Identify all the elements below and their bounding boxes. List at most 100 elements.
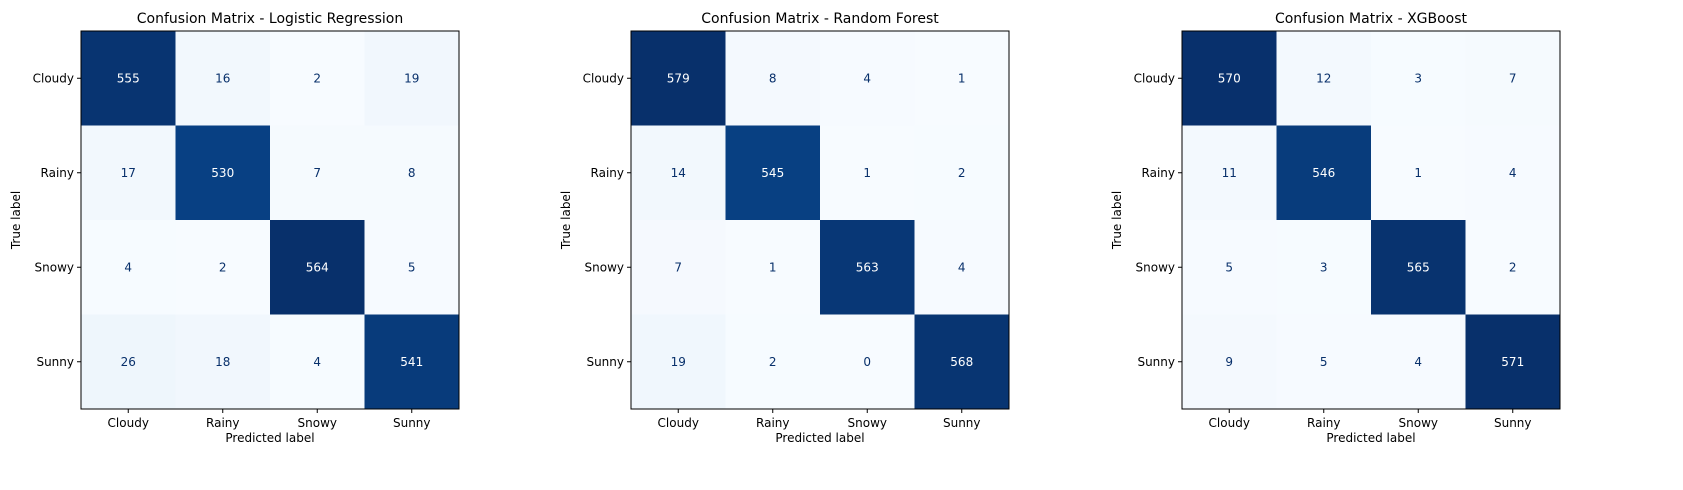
y-tick-label: Rainy <box>41 166 74 180</box>
cell-value-label: 565 <box>1407 260 1430 274</box>
heatmap-cell <box>175 314 271 410</box>
x-tick-label: Sunny <box>943 416 981 430</box>
y-tick-label: Rainy <box>1142 166 1175 180</box>
cell-value-label: 1 <box>863 166 871 180</box>
cell-value-label: 545 <box>761 166 784 180</box>
heatmap-cell <box>270 220 365 315</box>
heatmap-cell <box>1182 125 1277 221</box>
cell-value-label: 2 <box>769 355 777 369</box>
cell-value-label: 5 <box>1320 355 1328 369</box>
cell-value-label: 4 <box>1509 166 1517 180</box>
panel-random-forest: 579 8 4 1 14 545 1 2 7 1 563 4 19 2 0 568 Cloudy Rainy Sno… <box>559 11 1010 445</box>
x-tick-label: Sunny <box>393 416 431 430</box>
x-tick-label: Cloudy <box>108 416 149 430</box>
cell-value-label: 530 <box>211 166 234 180</box>
heatmap-cell <box>81 220 176 315</box>
heatmap-cell <box>270 314 365 410</box>
heatmap-cell <box>364 220 460 315</box>
heatmap-cell <box>914 125 1010 221</box>
axes-frame <box>630 30 1010 410</box>
heatmap-cell <box>1371 125 1466 221</box>
cell-value-label: 7 <box>1509 71 1517 85</box>
heatmap-cell <box>1371 220 1466 315</box>
cell-value-label: 18 <box>215 355 230 369</box>
x-tick-label: Sunny <box>1494 416 1532 430</box>
heatmap-cell <box>175 31 271 126</box>
y-tick-label: Rainy <box>591 166 624 180</box>
y-tick-label: Sunny <box>1137 355 1175 369</box>
x-tick-label: Snowy <box>1399 416 1438 430</box>
heatmap-cell <box>820 125 915 221</box>
x-tick-label: Cloudy <box>658 416 699 430</box>
heatmap-cell <box>270 31 365 126</box>
heatmap-cell <box>364 125 460 221</box>
cell-value-label: 8 <box>769 71 777 85</box>
heatmap-cell <box>725 31 821 126</box>
panel-logistic-regression: 555 16 2 19 17 530 7 8 4 2 564 5 26 18 4 541 Cloudy Rainy… <box>9 11 460 445</box>
cell-value-label: 14 <box>671 166 686 180</box>
chart-title: Confusion Matrix - XGBoost <box>1275 11 1468 27</box>
heatmap-cell <box>631 314 726 410</box>
chart-title: Confusion Matrix - Logistic Regression <box>137 11 403 27</box>
cell-value-label: 571 <box>1501 355 1524 369</box>
cell-value-label: 9 <box>1225 355 1233 369</box>
cell-value-label: 3 <box>1320 260 1328 274</box>
y-tick-label: Sunny <box>36 355 74 369</box>
heatmap-cell <box>725 125 821 221</box>
heatmap-cell <box>364 31 460 126</box>
heatmap-cell <box>1182 314 1277 410</box>
heatmap-cell <box>175 125 271 221</box>
axes-frame <box>1181 30 1561 410</box>
heatmap-cell <box>631 220 726 315</box>
heatmap-cell <box>820 31 915 126</box>
cell-value-label: 11 <box>1222 166 1237 180</box>
heatmap-cell <box>725 220 821 315</box>
cell-value-label: 5 <box>408 260 416 274</box>
cell-value-label: 19 <box>404 71 419 85</box>
cell-value-label: 2 <box>219 260 227 274</box>
heatmap-cell <box>81 314 176 410</box>
cell-value-label: 1 <box>958 71 966 85</box>
heatmap-cell <box>270 125 365 221</box>
cell-value-label: 19 <box>671 355 686 369</box>
cell-value-label: 4 <box>863 71 871 85</box>
y-tick-label: Cloudy <box>583 71 624 85</box>
cell-value-label: 4 <box>958 260 966 274</box>
x-axis-label: Predicted label <box>225 431 314 445</box>
cell-value-label: 26 <box>121 355 136 369</box>
heatmap-cell <box>631 31 726 126</box>
cell-value-label: 570 <box>1218 71 1241 85</box>
y-axis-label: True label <box>1110 191 1124 250</box>
heatmap-cell <box>81 31 176 126</box>
heatmap-cell <box>1182 220 1277 315</box>
cell-value-label: 7 <box>313 166 321 180</box>
cell-value-label: 4 <box>124 260 132 274</box>
cell-value-label: 4 <box>1414 355 1422 369</box>
cell-value-label: 0 <box>863 355 871 369</box>
cell-value-label: 12 <box>1316 71 1331 85</box>
heatmap-cell <box>1465 314 1561 410</box>
cell-value-label: 546 <box>1312 166 1335 180</box>
cell-value-label: 16 <box>215 71 230 85</box>
heatmap-cell <box>1371 314 1466 410</box>
cell-value-label: 7 <box>674 260 682 274</box>
y-axis-label: True label <box>9 191 23 250</box>
cell-value-label: 2 <box>1509 260 1517 274</box>
axes-frame <box>80 30 460 410</box>
cell-value-label: 555 <box>117 71 140 85</box>
heatmap-cell <box>1465 125 1561 221</box>
heatmap-cell <box>1276 314 1372 410</box>
panel-xgboost: 570 12 3 7 11 546 1 4 5 3 565 2 9 5 4 571 Cloudy Rainy Sno… <box>1110 11 1561 445</box>
heatmap-cell <box>1465 31 1561 126</box>
heatmap-cell <box>1276 220 1372 315</box>
x-axis-label: Predicted label <box>1326 431 1415 445</box>
heatmap-cell <box>364 314 460 410</box>
y-tick-label: Cloudy <box>33 71 74 85</box>
x-tick-label: Rainy <box>206 416 239 430</box>
heatmap-cell <box>914 31 1010 126</box>
heatmap-cell <box>820 314 915 410</box>
cell-value-label: 564 <box>306 260 329 274</box>
y-tick-label: Snowy <box>1136 260 1175 274</box>
heatmap-cell <box>631 125 726 221</box>
y-tick-label: Sunny <box>586 355 624 369</box>
